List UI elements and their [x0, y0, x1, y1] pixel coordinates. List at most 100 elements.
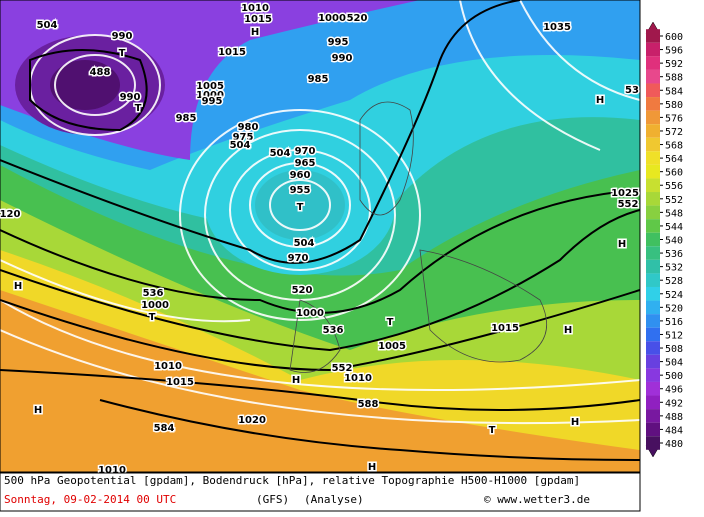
map-label: T [489, 425, 496, 436]
map-label: 1025 [611, 188, 639, 199]
map-label: 1010 [241, 3, 269, 14]
colorbar-label: 540 [665, 236, 683, 247]
map-label: 1015 [244, 14, 272, 25]
colorbar-label: 516 [665, 317, 683, 328]
colorbar-swatch [646, 83, 660, 98]
colorbar-label: 536 [665, 249, 683, 260]
map-label: 504 [230, 140, 251, 151]
colorbar-label: 596 [665, 46, 683, 57]
colorbar-swatch [646, 192, 660, 206]
colorbar-swatch [646, 232, 660, 247]
colorbar-label: 580 [665, 100, 683, 111]
map-label: H [564, 325, 572, 336]
colorbar-swatch [646, 395, 660, 410]
map-label: 488 [90, 67, 111, 78]
colorbar-swatch [646, 300, 660, 315]
colorbar-swatch [646, 354, 660, 369]
colorbar-label: 548 [665, 208, 683, 219]
colorbar-swatch [646, 246, 660, 260]
map-label: 1035 [543, 22, 571, 33]
colorbar-swatch [646, 314, 660, 328]
colorbar-label: 484 [665, 425, 683, 436]
map-label: 995 [202, 96, 223, 107]
map-label: H [618, 239, 626, 250]
map-label: 1000 [196, 90, 224, 101]
colorbar-swatch [646, 259, 660, 274]
colorbar-label: 544 [665, 222, 683, 233]
map-label: 980 [238, 122, 259, 133]
map-label: 970 [288, 253, 309, 264]
map-label: 1015 [218, 47, 246, 58]
colorbar-label: 500 [665, 371, 683, 382]
map-label: 1010 [154, 361, 182, 372]
map-label: H [596, 95, 604, 106]
colorbar-swatch [646, 205, 660, 220]
map-label: H [251, 27, 259, 38]
map-label: 520 [347, 13, 368, 24]
map [0, 0, 640, 472]
map-label: 120 [0, 209, 20, 220]
colorbar-label: 504 [665, 358, 683, 369]
colorbar-swatch [646, 286, 660, 301]
map-label: 536 [323, 325, 344, 336]
map-label: H [571, 417, 579, 428]
map-label: H [14, 281, 22, 292]
colorbar-swatch [646, 69, 660, 84]
map-label: 995 [328, 37, 349, 48]
caption-line: 500 hPa Geopotential [gpdam], Bodendruck… [4, 474, 580, 487]
colorbar-label: 556 [665, 181, 683, 192]
caption-date: Sonntag, 09-02-2014 00 UTC [4, 493, 176, 506]
colorbar-label: 508 [665, 344, 683, 355]
map-label: 990 [112, 31, 133, 42]
map-label: 588 [358, 399, 379, 410]
map-label: 520 [292, 285, 313, 296]
colorbar-swatch [646, 409, 660, 423]
map-label: T [297, 202, 304, 213]
map-label: H [34, 405, 42, 416]
colorbar-swatch [646, 164, 660, 179]
colorbar-label: 480 [665, 439, 683, 450]
map-label: T [387, 317, 394, 328]
map-label: 504 [270, 148, 291, 159]
colorbar-label: 584 [665, 86, 683, 97]
colorbar-label: 600 [665, 32, 683, 43]
colorbar-swatch [646, 151, 660, 165]
colorbar-swatch [646, 368, 660, 382]
colorbar-label: 488 [665, 412, 683, 423]
colorbar-label: 564 [665, 154, 683, 165]
map-label: 955 [290, 185, 311, 196]
colorbar-label: 492 [665, 398, 683, 409]
colorbar-swatch [646, 341, 660, 355]
map-label: 1000 [296, 308, 324, 319]
map-label: T [119, 48, 126, 59]
colorbar: 600 596 592 588 584 580 576 572 568 564 560 556 552 5… [645, 21, 683, 458]
colorbar-label: 568 [665, 141, 683, 152]
map-label: 1000 [318, 13, 346, 24]
map-label: 536 [143, 288, 164, 299]
map-frame [0, 0, 641, 473]
map-label: 504 [294, 238, 315, 249]
map-label: H [292, 375, 300, 386]
colorbar-swatch [646, 124, 660, 138]
colorbar-swatch [646, 110, 660, 125]
colorbar-swatch [646, 97, 660, 111]
colorbar-label: 560 [665, 168, 683, 179]
map-label: T [135, 103, 142, 114]
colorbar-label: 512 [665, 330, 683, 341]
map-label: 990 [120, 92, 141, 103]
map-label: H [368, 462, 376, 473]
colorbar-swatch [646, 42, 660, 57]
colorbar-label: 592 [665, 59, 683, 70]
caption-box [0, 472, 641, 512]
map-label: 53 [625, 85, 639, 96]
caption-credit: © www.wetter3.de [484, 493, 590, 506]
colorbar-label: 528 [665, 276, 683, 287]
map-label: 552 [618, 199, 639, 210]
colorbar-label: 532 [665, 263, 683, 274]
colorbar-label: 572 [665, 127, 683, 138]
map-label: 1010 [344, 373, 372, 384]
map-label: 1005 [378, 341, 406, 352]
map-label: 1015 [166, 377, 194, 388]
